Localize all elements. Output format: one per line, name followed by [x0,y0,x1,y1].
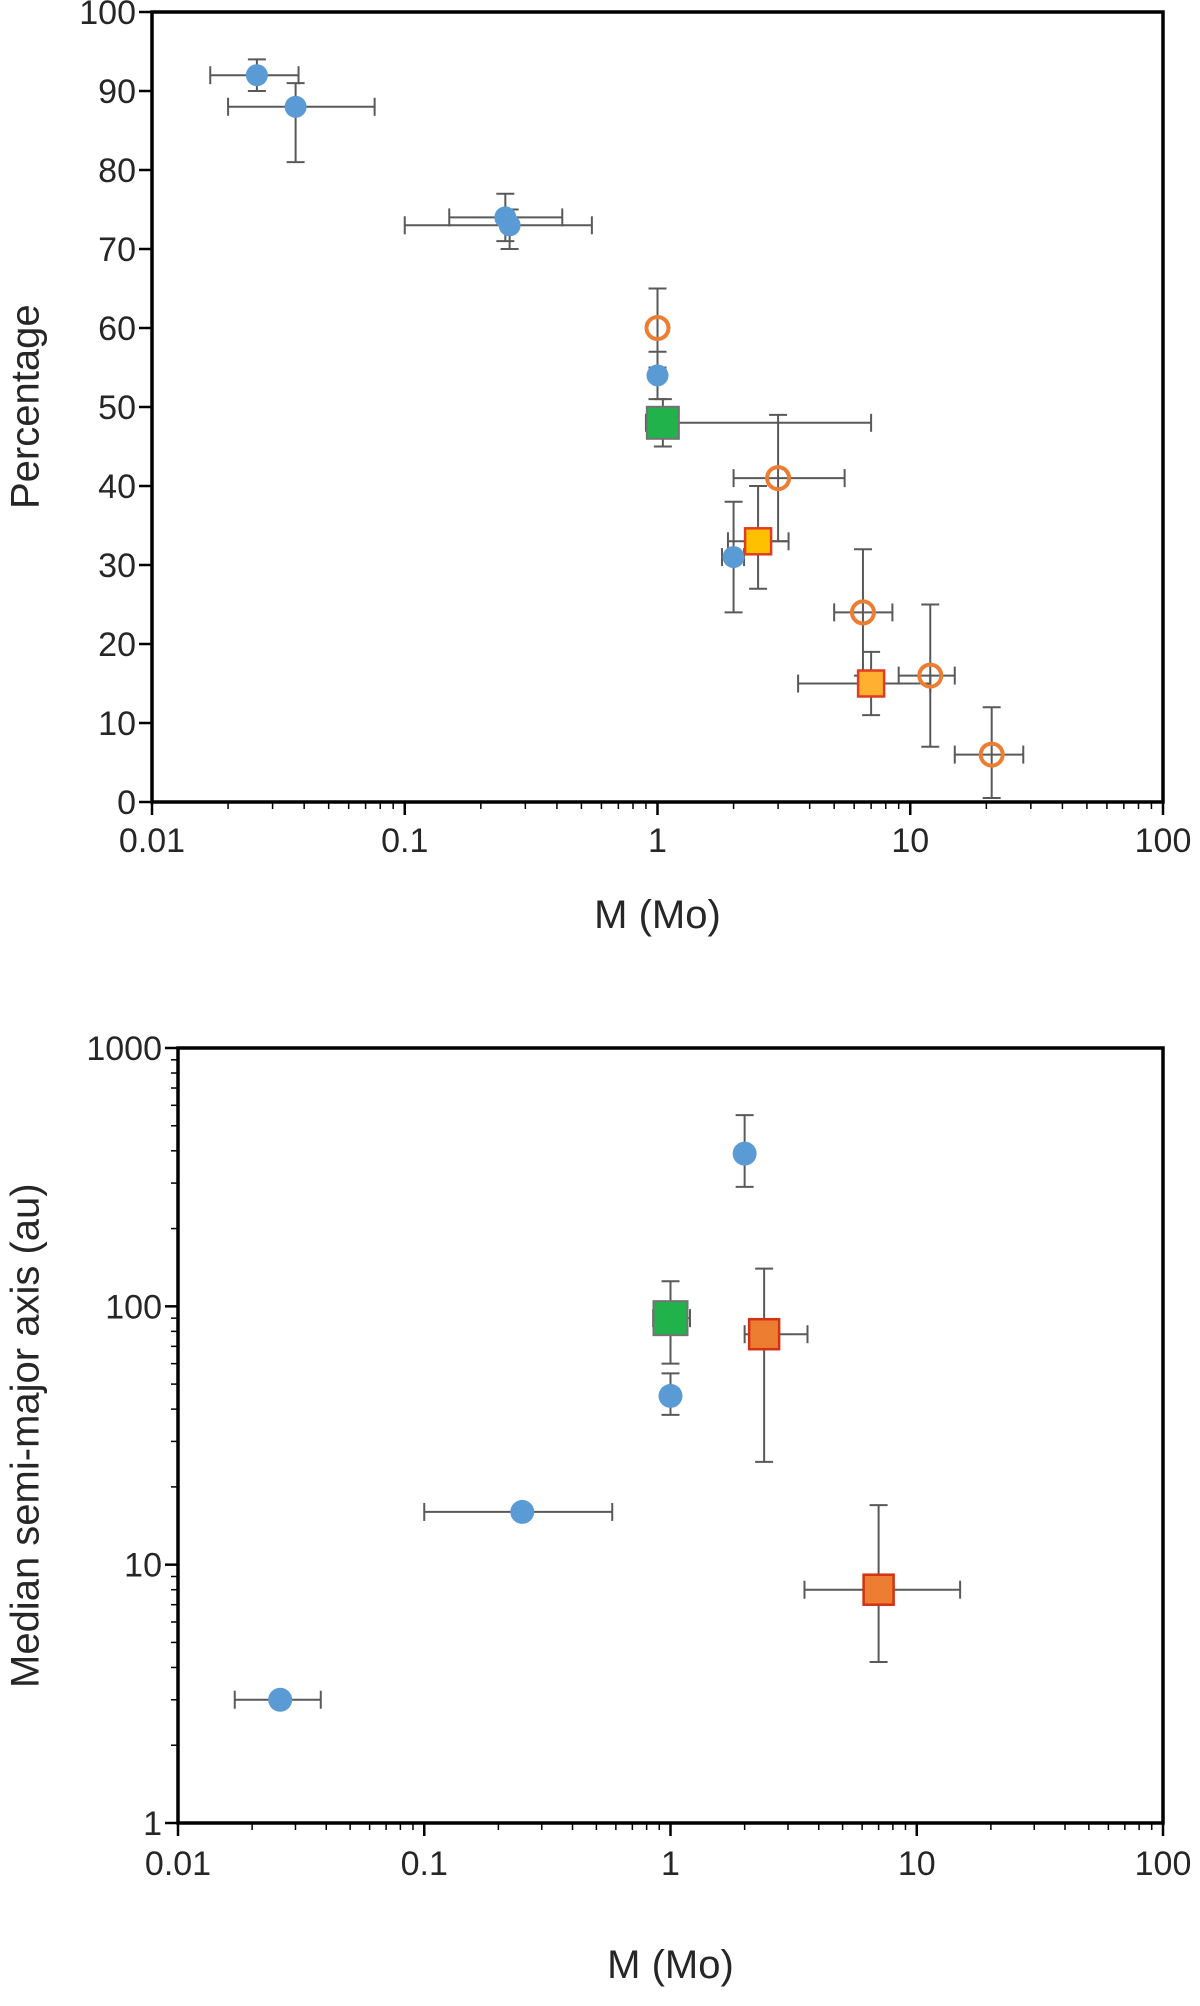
y-tick-label: 40 [98,468,136,506]
y-tick-label: 90 [98,73,136,111]
y-tick-label: 0 [117,784,136,822]
error-bars-orange-open-circles [648,287,1025,800]
x-tick-label: 0.01 [119,822,185,860]
data-point [743,527,773,556]
plot-border [176,1046,1165,1825]
y-tick-label: 1 [143,1805,162,1843]
y-tick-label: 50 [98,389,136,427]
y-tick-label: 10 [124,1547,162,1585]
series-blue-circles [268,1141,757,1712]
y-tick-label: 20 [98,626,136,664]
x-tick-label: 0.1 [401,1845,448,1883]
x-tick-label: 0.01 [145,1845,211,1883]
data-point [644,315,671,341]
y-tick-label: 100 [105,1288,162,1326]
data-point [652,1300,689,1337]
data-point [284,95,307,118]
data-point [765,465,792,492]
x-axis-label-mass-bottom: M (Mo) [607,1943,734,1987]
y-axis: 1 10 100 1000 [86,1030,178,1843]
data-point [498,214,521,237]
data-point [849,599,876,626]
data-point [658,1383,683,1408]
data-point [268,1687,293,1712]
x-tick-label: 100 [1135,1845,1192,1883]
semimajor-axis-vs-mass-plot: 0.01 0.1 1 10 100 1 10 100 1000 [86,1030,1191,1883]
series-orange-open-circles [644,315,1005,768]
y-tick-label: 100 [79,0,136,32]
x-tick-label: 0.1 [381,822,428,860]
percentage-vs-mass-figure: 0.01 0.1 1 10 100 0 10 20 30 40 50 60 70 80 90 100 Perc… [0,0,1200,958]
percentage-vs-mass-plot: 0.01 0.1 1 10 100 0 10 20 30 40 50 60 70 80 90 100 [79,0,1191,860]
data-point [645,405,680,440]
y-tick-label: 70 [98,231,136,269]
series-gold-square [743,527,773,556]
y-tick-label: 80 [98,152,136,190]
x-axis-label-mass-top: M (Mo) [594,893,721,937]
data-point [722,546,745,569]
x-tick-label: 10 [898,1845,936,1883]
y-axis-label-percentage: Percentage [3,304,48,510]
data-point [978,741,1005,768]
series-orange-square [856,669,886,698]
data-point [646,364,669,387]
x-axis: 0.01 0.1 1 10 100 [145,1823,1191,1883]
data-point [732,1141,757,1166]
x-tick-label: 100 [1135,822,1192,860]
semimajor-axis-vs-mass-figure: 0.01 0.1 1 10 100 1 10 100 1000 Median semi-majo… [0,958,1200,2006]
y-tick-label: 10 [98,705,136,743]
y-axis: 0 10 20 30 40 50 60 70 80 90 100 [79,0,152,822]
error-bars-blue-circles [233,1114,754,1709]
y-axis-label-semimajor-axis: Median semi-major axis (au) [3,1183,48,1688]
x-tick-label: 1 [648,822,667,860]
y-tick-label: 1000 [86,1030,162,1068]
x-tick-label: 10 [891,822,929,860]
data-point [862,1573,895,1606]
data-point [245,64,268,87]
data-point [510,1499,535,1524]
y-tick-label: 30 [98,547,136,585]
series-green-square [645,405,680,440]
data-point [856,669,886,698]
series-blue-circles [245,64,745,569]
x-tick-label: 1 [661,1845,680,1883]
series-orange-squares [747,1317,895,1606]
y-tick-label: 60 [98,310,136,348]
series-green-square [652,1300,689,1337]
data-point [917,662,944,689]
data-point [747,1317,781,1351]
x-axis: 0.01 0.1 1 10 100 [119,802,1191,860]
